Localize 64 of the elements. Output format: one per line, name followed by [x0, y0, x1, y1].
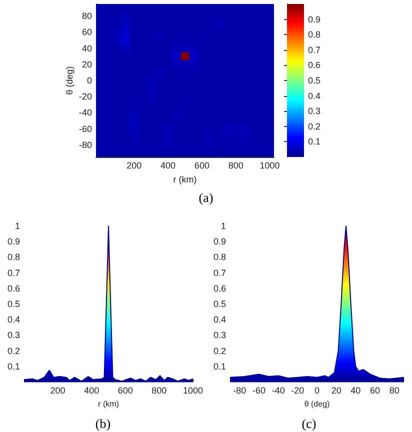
y-tick-label: -20 — [78, 92, 92, 102]
x-tick-label: 20 — [331, 386, 342, 396]
y-tick-label: 0.3 — [213, 330, 226, 340]
x-tick-label: 1000 — [260, 160, 280, 170]
x-tick-label: 1000 — [182, 386, 204, 396]
y-tick-label: 0.4 — [213, 314, 226, 325]
x-axis-title: r (km) — [98, 399, 120, 408]
y-tick-label: 0.1 — [213, 361, 226, 372]
y-tick-label: 0.5 — [213, 299, 226, 309]
y-tick-label: 40 — [82, 43, 92, 54]
y-tick-label: 0.6 — [7, 283, 20, 294]
y-tick-label: 0.7 — [7, 268, 20, 278]
x-tick-label: 0 — [314, 386, 320, 396]
x-tick-label: -40 — [272, 386, 285, 396]
y-tick-label: 0.8 — [213, 252, 226, 262]
color-bar-label: 0.1 — [308, 136, 321, 147]
y-tick-label: 0.1 — [7, 361, 20, 372]
y-tick-label: 0.6 — [213, 283, 226, 294]
y-tick-label: 1 — [14, 221, 20, 231]
color-bar-label: 0.7 — [308, 44, 321, 55]
y-tick-label: 0.9 — [7, 236, 20, 247]
y-tick-label: 0.9 — [213, 236, 226, 247]
y-tick-label: 0 — [86, 76, 92, 86]
x-tick-label: 80 — [389, 386, 400, 396]
text: (a) — [198, 190, 214, 205]
color-bar-label: 0.3 — [308, 106, 321, 116]
x-tick-label: -80 — [233, 386, 246, 396]
color-bar-label: 0.9 — [308, 14, 321, 24]
y-axis-title: θ (deg) — [64, 66, 74, 95]
y-tick-label: 0.3 — [7, 330, 20, 340]
y-tick-label: -60 — [78, 124, 92, 134]
y-tick-label: 0.7 — [213, 268, 226, 278]
y-tick-label: 0.8 — [7, 252, 20, 262]
y-tick-label: 0.2 — [7, 346, 20, 356]
x-axis-title: θ (deg) — [304, 399, 330, 408]
y-tick-label: -80 — [78, 140, 92, 150]
y-tick-label: 0.5 — [7, 299, 20, 309]
x-tick-label: 60 — [370, 386, 380, 396]
color-bar-label: 0.2 — [308, 121, 321, 132]
y-tick-label: 60 — [82, 27, 92, 38]
x-tick-label: -20 — [291, 386, 304, 396]
x-tick-label: -60 — [252, 386, 266, 396]
text: (c) — [302, 416, 316, 431]
y-tick-label: 20 — [82, 59, 92, 70]
color-bar-label: 0.4 — [308, 90, 321, 101]
color-bar-label: 0.8 — [308, 30, 321, 40]
x-tick-label: 400 — [160, 160, 176, 170]
x-tick-label: 600 — [194, 160, 210, 170]
x-tick-label: 200 — [126, 160, 142, 170]
x-tick-label: 200 — [50, 386, 66, 396]
color-bar-label: 0.6 — [308, 60, 321, 70]
color-bar-label: 0.5 — [308, 76, 321, 86]
x-tick-label: 800 — [228, 160, 244, 170]
y-tick-label: 1 — [220, 221, 226, 231]
y-tick-label: 0.2 — [213, 346, 226, 356]
x-tick-label: 40 — [350, 386, 361, 396]
x-tick-label: 600 — [118, 386, 133, 396]
y-tick-label: 80 — [82, 11, 92, 22]
x-tick-label: 800 — [152, 386, 167, 396]
y-tick-label: 0.4 — [7, 314, 20, 325]
x-tick-label: 400 — [84, 386, 100, 396]
y-tick-label: -40 — [78, 108, 92, 118]
text: (b) — [95, 416, 111, 431]
x-axis-title: r (km) — [173, 174, 197, 184]
